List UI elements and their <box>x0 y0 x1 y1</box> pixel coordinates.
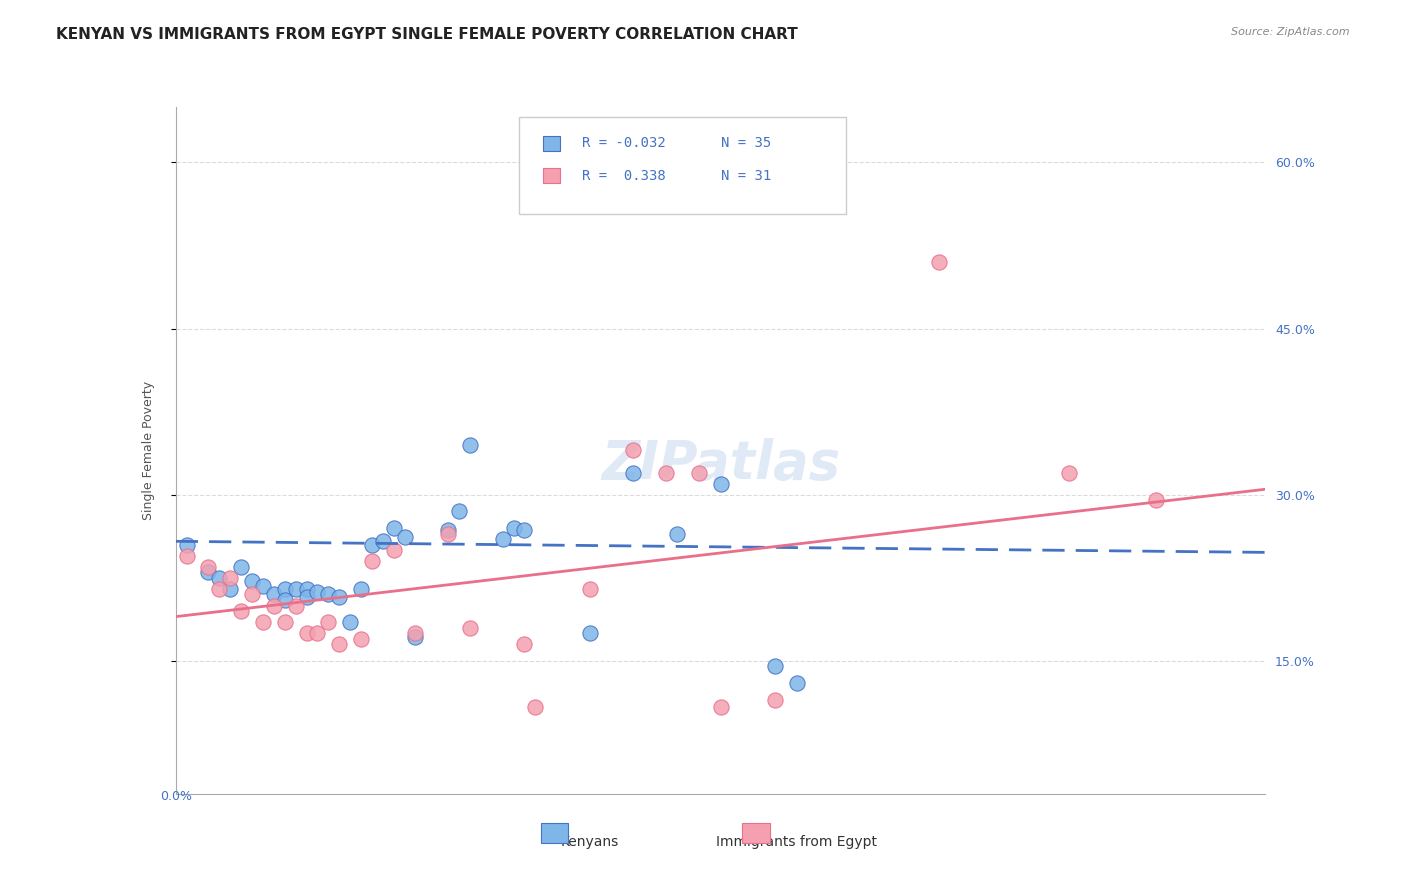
Text: N = 35: N = 35 <box>721 136 770 151</box>
Point <box>1057 466 1080 480</box>
Point <box>328 590 350 604</box>
Point <box>513 523 536 537</box>
Point <box>928 255 950 269</box>
Point <box>360 538 382 552</box>
Point <box>405 626 427 640</box>
Point <box>208 582 231 596</box>
Point <box>176 549 198 563</box>
Point <box>524 700 547 714</box>
Point <box>688 466 710 480</box>
Point <box>307 585 329 599</box>
Text: Kenyans: Kenyans <box>561 835 619 849</box>
Point <box>263 587 285 601</box>
Point <box>447 504 470 518</box>
Point <box>655 466 678 480</box>
Point <box>231 559 253 574</box>
Point <box>307 626 329 640</box>
Point <box>208 571 231 585</box>
Point <box>295 582 318 596</box>
Point <box>284 599 307 613</box>
Point <box>219 571 242 585</box>
Point <box>176 538 198 552</box>
Point <box>328 637 350 651</box>
Point <box>274 593 297 607</box>
Point <box>621 443 644 458</box>
Point <box>219 582 242 596</box>
Point <box>252 579 274 593</box>
Point <box>763 692 786 706</box>
Point <box>382 543 405 558</box>
FancyBboxPatch shape <box>541 822 568 843</box>
Text: Source: ZipAtlas.com: Source: ZipAtlas.com <box>1232 27 1350 37</box>
Point <box>360 554 382 568</box>
Point <box>350 582 373 596</box>
Point <box>350 632 373 646</box>
Point <box>666 526 689 541</box>
Text: 0.0%: 0.0% <box>160 790 191 804</box>
Point <box>371 534 394 549</box>
Point <box>579 626 602 640</box>
Point <box>231 604 253 618</box>
Point <box>318 615 340 630</box>
Point <box>458 438 481 452</box>
Point <box>710 476 733 491</box>
Point <box>579 582 602 596</box>
FancyBboxPatch shape <box>543 136 560 151</box>
Text: ZIPatlas: ZIPatlas <box>600 438 841 491</box>
Point <box>382 521 405 535</box>
Point <box>252 615 274 630</box>
Point <box>492 532 515 546</box>
Point <box>621 466 644 480</box>
Point <box>197 566 219 580</box>
Point <box>318 587 340 601</box>
Point <box>284 582 307 596</box>
Point <box>240 587 263 601</box>
Point <box>263 599 285 613</box>
Point <box>405 630 427 644</box>
Y-axis label: Single Female Poverty: Single Female Poverty <box>142 381 155 520</box>
Point <box>197 559 219 574</box>
Point <box>513 637 536 651</box>
Point <box>295 626 318 640</box>
Point <box>274 582 297 596</box>
Point <box>763 659 786 673</box>
Point <box>295 590 318 604</box>
Point <box>458 621 481 635</box>
Text: R =  0.338: R = 0.338 <box>582 169 666 183</box>
Point <box>786 676 808 690</box>
Text: R = -0.032: R = -0.032 <box>582 136 666 151</box>
Point <box>1144 493 1167 508</box>
Point <box>710 700 733 714</box>
Point <box>274 615 297 630</box>
Point <box>502 521 524 535</box>
FancyBboxPatch shape <box>519 118 846 213</box>
FancyBboxPatch shape <box>742 822 769 843</box>
Text: Immigrants from Egypt: Immigrants from Egypt <box>716 835 877 849</box>
FancyBboxPatch shape <box>543 169 560 183</box>
Point <box>394 530 416 544</box>
Point <box>437 523 460 537</box>
Point <box>339 615 361 630</box>
Point <box>437 526 460 541</box>
Text: N = 31: N = 31 <box>721 169 770 183</box>
Point <box>240 574 263 589</box>
Text: KENYAN VS IMMIGRANTS FROM EGYPT SINGLE FEMALE POVERTY CORRELATION CHART: KENYAN VS IMMIGRANTS FROM EGYPT SINGLE F… <box>56 27 799 42</box>
